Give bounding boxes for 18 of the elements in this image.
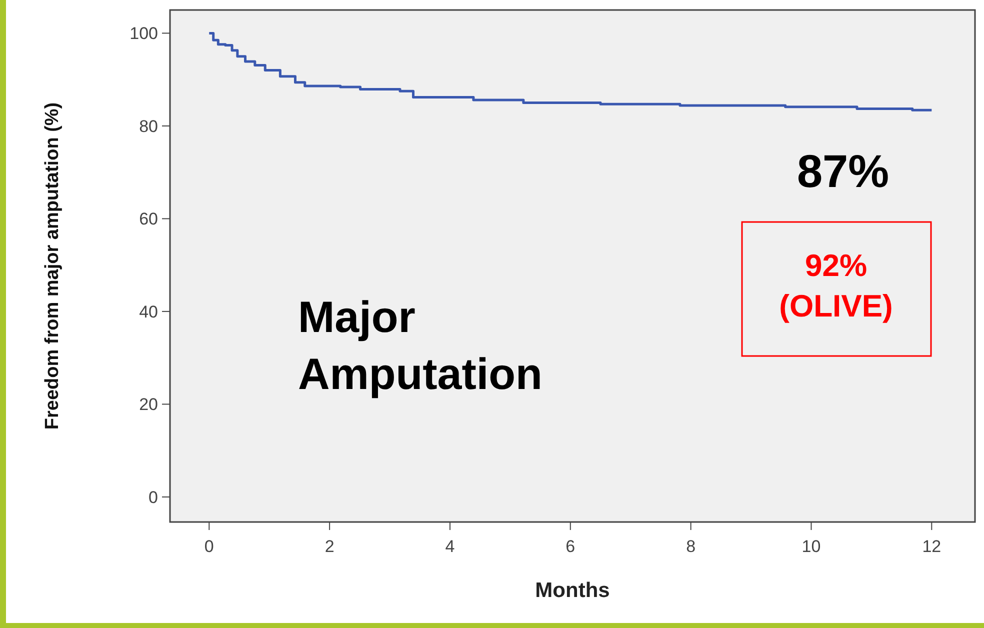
x-tick-label: 0: [204, 537, 214, 556]
y-tick-label: 80: [139, 116, 158, 136]
x-tick-label: 8: [686, 537, 696, 556]
x-tick-label: 12: [922, 537, 942, 556]
y-tick-label: 20: [139, 395, 158, 414]
x-axis-title: Months: [535, 579, 610, 602]
x-tick-label: 6: [566, 537, 576, 556]
y-tick-label: 40: [139, 302, 158, 322]
x-tick-label: 4: [445, 537, 455, 556]
x-tick-label: 10: [802, 537, 821, 556]
annotation: 87%: [796, 145, 890, 197]
y-tick-label: 100: [130, 24, 158, 44]
x-tick-label: 2: [324, 537, 334, 556]
y-axis-title: Freedom from major amputation (%): [42, 102, 63, 430]
annotation: Major Amputation: [298, 293, 542, 400]
y-tick-label: 0: [148, 488, 158, 507]
y-tick-label: 60: [139, 210, 158, 229]
annotation: 92% (OLIVE): [779, 248, 893, 324]
